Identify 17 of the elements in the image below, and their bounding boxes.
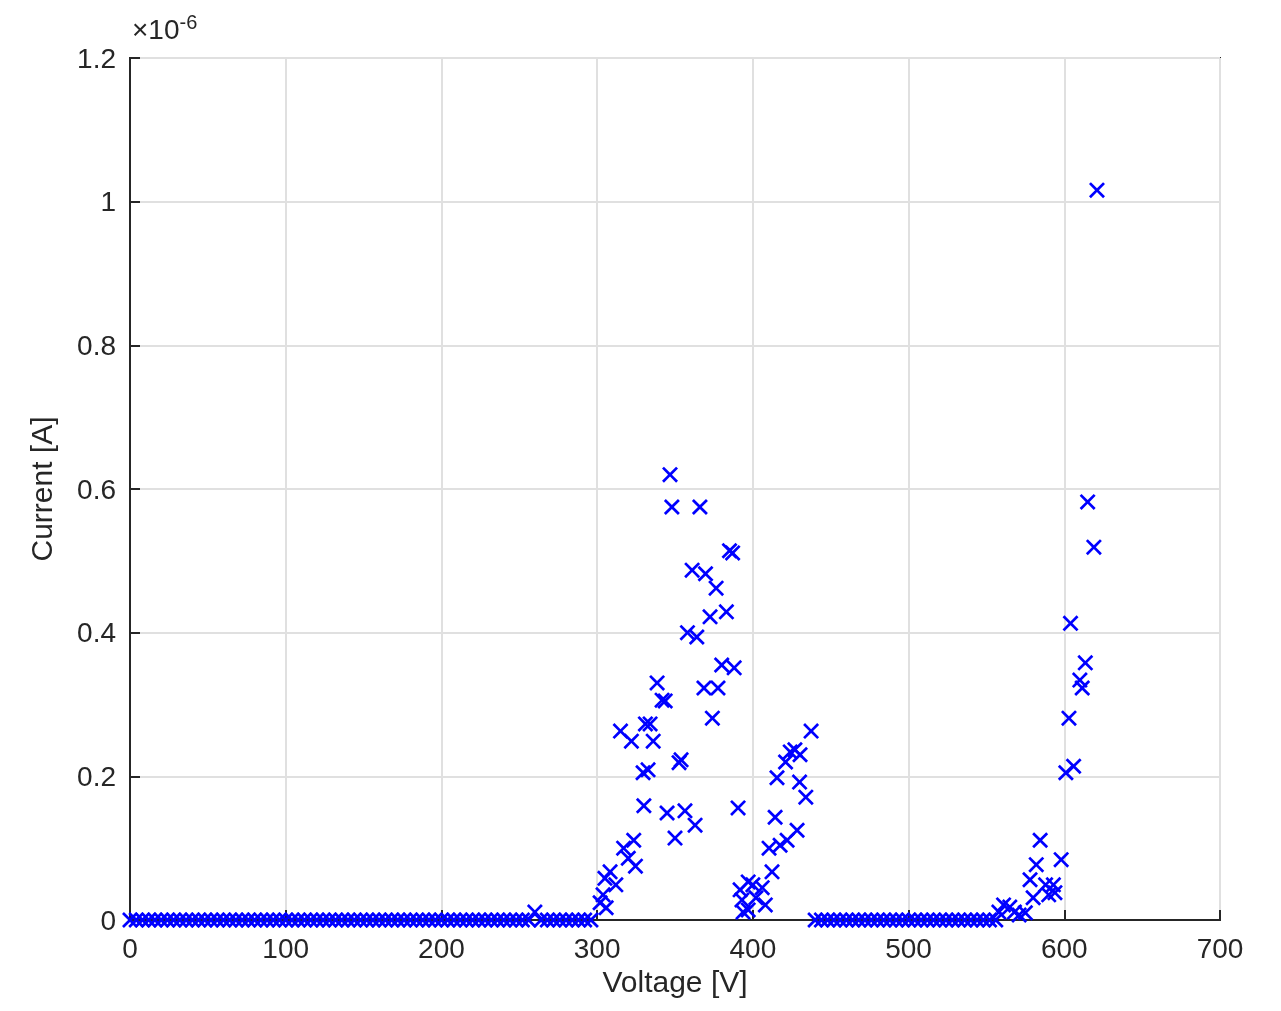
x-tick-label: 200 — [418, 932, 465, 964]
x-tick-label: 500 — [885, 932, 932, 964]
y-axis-title: Current [A] — [24, 416, 58, 562]
y-tick-label: 0.6 — [77, 473, 116, 505]
y-tick-label: 0.4 — [77, 617, 116, 649]
x-tick-label: 400 — [729, 932, 777, 964]
x-tick-label: 300 — [573, 932, 621, 964]
y-tick-label: 0.2 — [77, 760, 116, 792]
y-tick-label: 0 — [100, 904, 116, 936]
x-axis-title: Voltage [V] — [602, 965, 748, 999]
y-tick-label: 1 — [100, 186, 116, 218]
x-tick-label: 600 — [1040, 932, 1088, 964]
x-tick-label: 0 — [122, 932, 138, 964]
x-tick-label: 700 — [1196, 932, 1244, 964]
y-tick-label: 1.2 — [77, 42, 116, 74]
y-tick-label: 0.8 — [77, 329, 116, 361]
x-tick-label: 100 — [262, 932, 310, 964]
